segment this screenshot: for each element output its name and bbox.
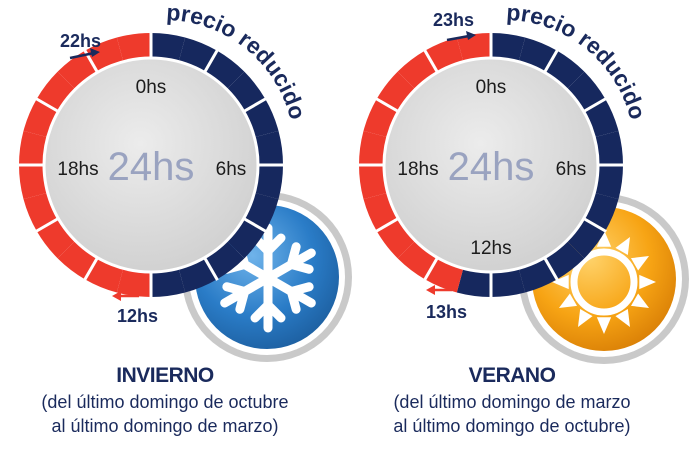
hour-segment-11 xyxy=(491,268,526,297)
summer-end-marker: 13hs xyxy=(426,302,467,322)
hour-segment-20 xyxy=(36,71,76,112)
winter-hour-6: 6hs xyxy=(216,159,247,180)
summer-clock: 24hs 0hs 6hs 18hs 12hs precio reducido 2… xyxy=(358,0,689,364)
ring-separator xyxy=(582,97,607,114)
ring-separator xyxy=(242,97,267,114)
summer-period-line1: (del último domingo de marzo xyxy=(393,392,631,412)
hour-segment-8 xyxy=(566,218,606,259)
winter-start-arrow xyxy=(69,48,100,60)
hour-segment-11 xyxy=(151,268,186,297)
ring-separator xyxy=(582,216,607,233)
winter-season-title: INVIERNO xyxy=(116,364,214,387)
winter-end-arrow xyxy=(112,291,139,301)
summer-dial-face xyxy=(382,56,600,274)
ring-separator xyxy=(423,49,440,74)
hour-segment-14 xyxy=(397,240,438,280)
hour-segment-21 xyxy=(57,50,98,90)
ring-separator xyxy=(242,216,267,233)
sun-ray xyxy=(615,236,630,256)
hour-segment-6 xyxy=(594,165,623,200)
hour-segment-12 xyxy=(116,268,151,297)
winter-hour-0: 0hs xyxy=(136,77,167,98)
hour-segment-14 xyxy=(57,240,98,280)
hour-segment-23 xyxy=(456,33,491,62)
winter-end-marker: 12hs xyxy=(117,306,158,326)
sun-ray xyxy=(615,308,630,328)
ring-separator xyxy=(35,216,60,233)
hour-segment-21 xyxy=(397,50,438,90)
winter-caption: INVIERNO (del último domingo de octubre … xyxy=(0,364,330,436)
winter-hour-18: 18hs xyxy=(57,159,98,180)
ring-separator xyxy=(202,49,219,74)
sun-ray xyxy=(552,274,569,290)
hour-segment-2 xyxy=(544,50,585,90)
hour-segment-5 xyxy=(254,130,283,165)
sun-ray xyxy=(596,230,612,247)
ring-separator xyxy=(202,256,219,281)
winter-dial-face xyxy=(42,56,260,274)
ring-separator xyxy=(35,97,60,114)
summer-end-arrow xyxy=(426,285,452,295)
winter-start-marker: 22hs xyxy=(60,31,101,51)
summer-start-arrow xyxy=(446,31,476,42)
hour-segment-0 xyxy=(491,33,526,62)
summer-period-line2: al último domingo de octubre) xyxy=(393,416,631,436)
hour-segment-15 xyxy=(376,218,416,259)
summer-center-label: 24hs xyxy=(448,145,535,189)
hour-segment-23 xyxy=(116,33,151,62)
hour-segment-2 xyxy=(204,50,245,90)
sun-ray xyxy=(630,256,650,271)
summer-hour-12: 12hs xyxy=(470,238,511,259)
sun-ray xyxy=(596,317,612,334)
summer-hour-0: 0hs xyxy=(476,77,507,98)
hour-segment-17 xyxy=(359,165,388,200)
hour-segment-9 xyxy=(544,240,585,280)
winter-center-label: 24hs xyxy=(108,145,195,189)
winter-period-line2: al último domingo de marzo) xyxy=(51,416,279,436)
ring-separator xyxy=(375,97,400,114)
hour-segment-18 xyxy=(19,130,48,165)
summer-hour-6: 6hs xyxy=(556,159,587,180)
sun-ray xyxy=(558,293,578,308)
summer-start-marker: 23hs xyxy=(433,10,474,30)
sun-ray xyxy=(639,274,656,290)
summer-season-title: VERANO xyxy=(468,364,556,387)
hour-segment-18 xyxy=(359,130,388,165)
hour-segment-3 xyxy=(566,71,606,112)
hour-segment-17 xyxy=(19,165,48,200)
hour-segment-9 xyxy=(204,240,245,280)
ring-separator xyxy=(375,216,400,233)
hour-segment-12 xyxy=(456,268,491,297)
ring-separator xyxy=(542,256,559,281)
hour-segment-8 xyxy=(226,218,266,259)
hour-segment-20 xyxy=(376,71,416,112)
hour-segment-6 xyxy=(254,165,283,200)
hour-segment-0 xyxy=(151,33,186,62)
ring-separator xyxy=(83,256,100,281)
sun-ray xyxy=(630,293,650,308)
winter-clock: 24hs 0hs 6hs 18hs precio reducido 22hs 1… xyxy=(18,0,352,362)
hour-segment-5 xyxy=(594,130,623,165)
hour-segment-3 xyxy=(226,71,266,112)
hour-segment-15 xyxy=(36,218,76,259)
winter-period-line1: (del último domingo de octubre xyxy=(41,392,289,412)
summer-caption: VERANO (del último domingo de marzo al ú… xyxy=(347,364,677,436)
summer-hour-18: 18hs xyxy=(397,159,438,180)
sun-ray xyxy=(578,308,593,328)
ring-separator xyxy=(423,256,440,281)
ring-separator xyxy=(542,49,559,74)
